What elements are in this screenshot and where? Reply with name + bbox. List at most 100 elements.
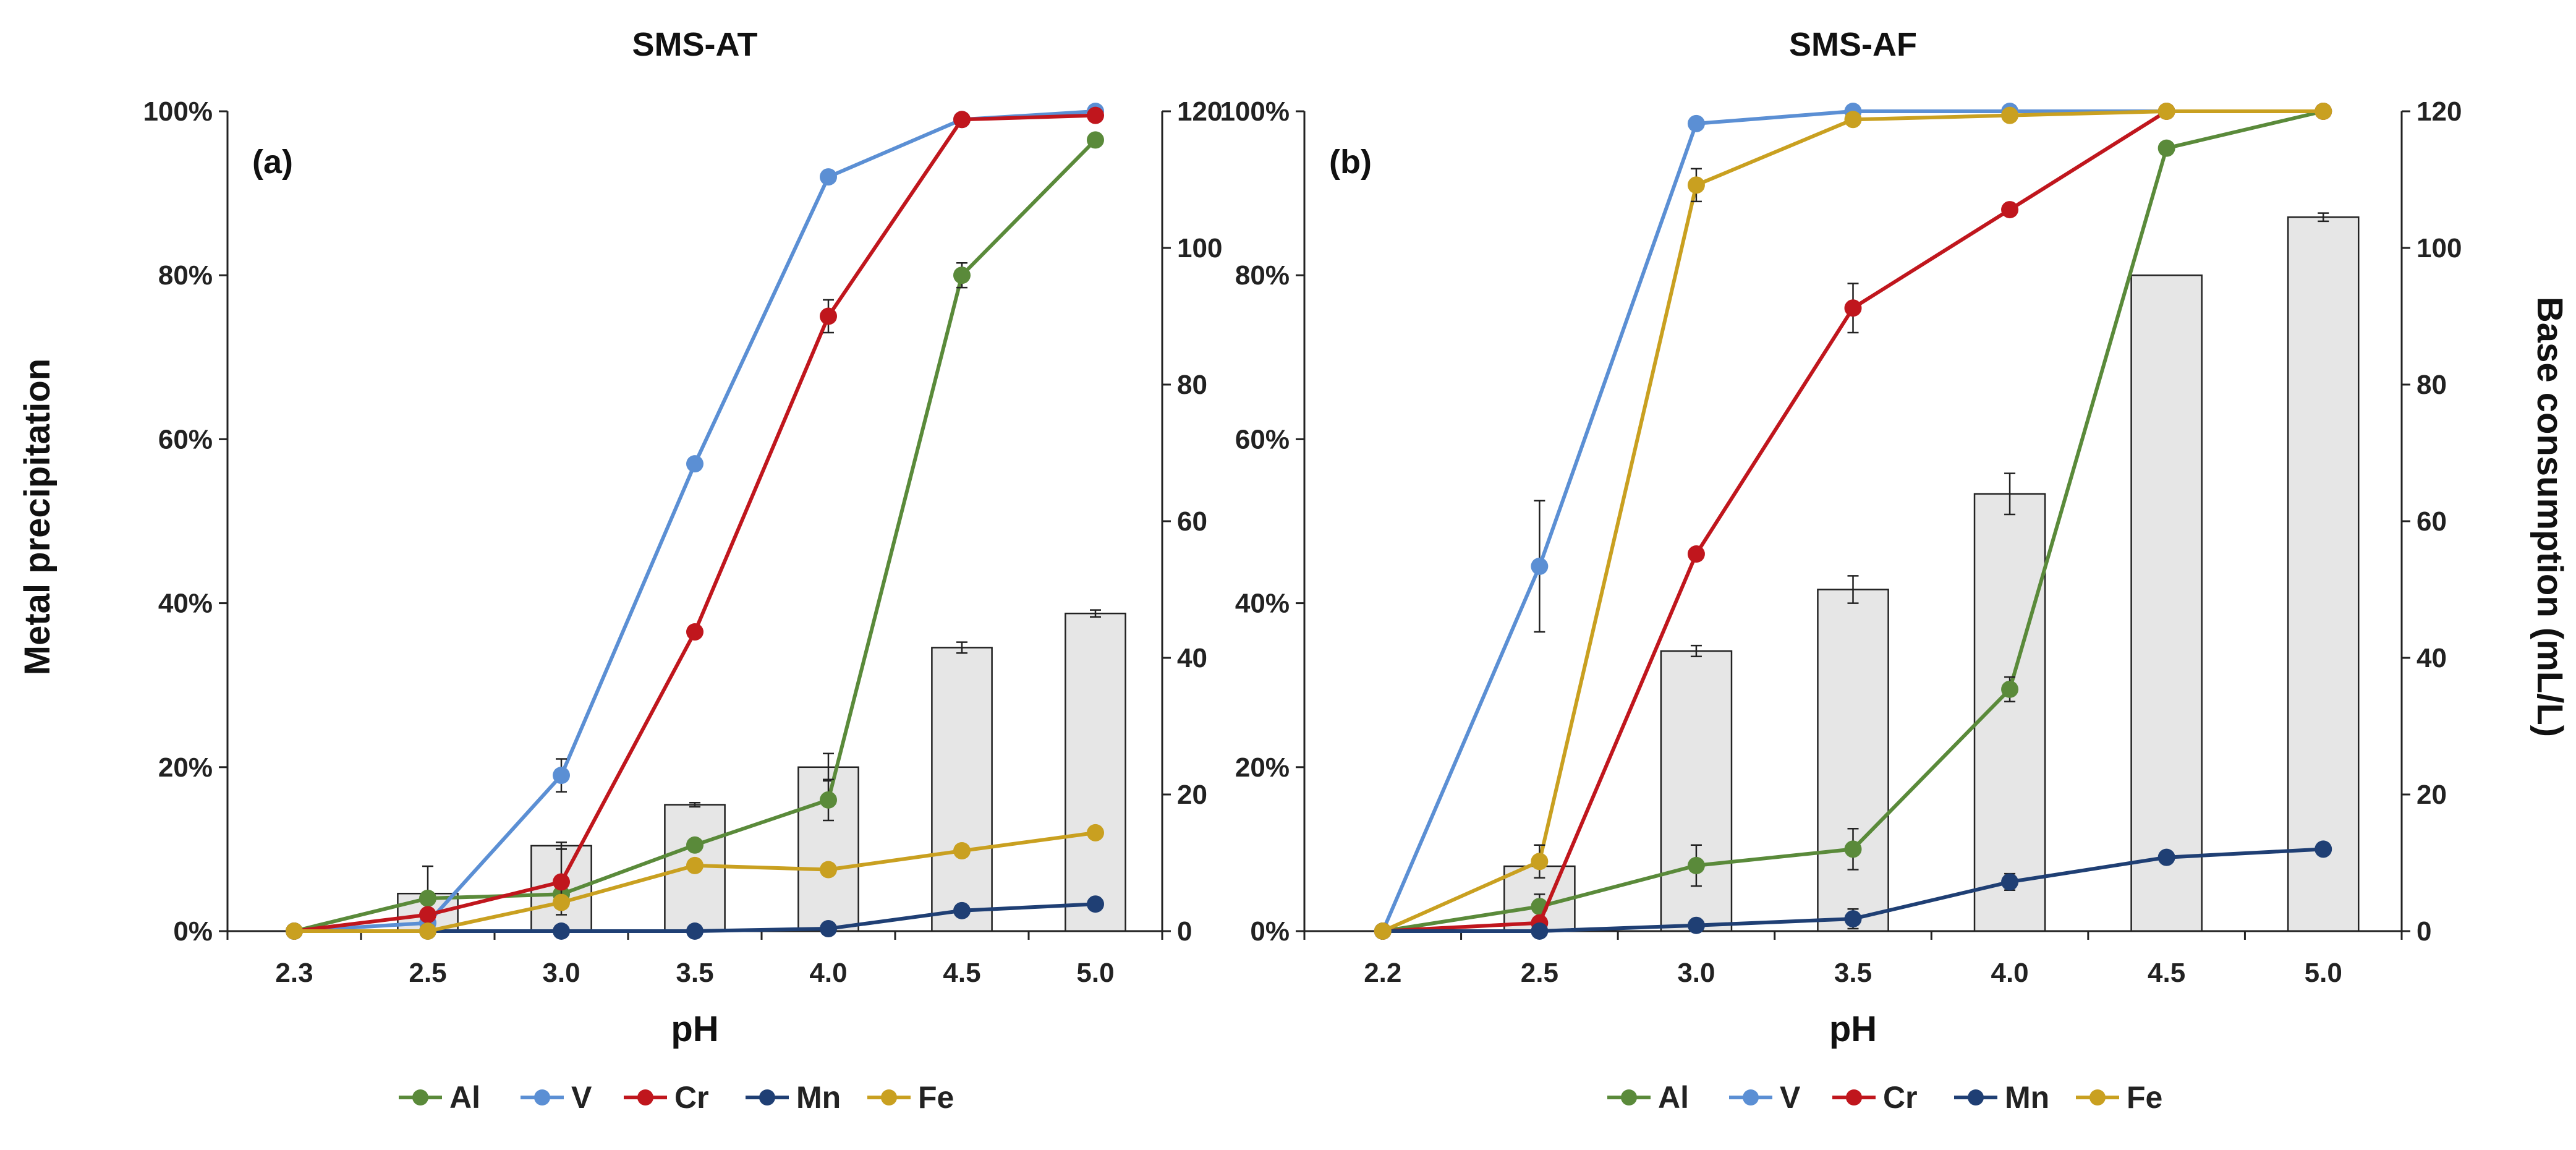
legend-marker	[637, 1089, 653, 1105]
legend: Al V Cr Mn Fe	[1607, 1080, 2162, 1115]
legend-label: Fe	[918, 1080, 954, 1115]
y-right-tick-label: 80	[1177, 370, 1207, 400]
chart-title: SMS-AT	[632, 26, 758, 63]
x-tick-label: 4.0	[809, 958, 847, 988]
y-right-tick-label: 40	[1177, 643, 1207, 673]
legend-item-al: Al	[1607, 1080, 1689, 1115]
y-left-label: Metal precipitation	[17, 359, 57, 675]
panel-label: (b)	[1329, 143, 1372, 181]
data-point	[1531, 557, 1549, 575]
data-point	[1687, 545, 1705, 563]
data-point	[1844, 299, 1862, 317]
legend-item-v: V	[521, 1080, 592, 1115]
legend-label: Mn	[796, 1080, 841, 1115]
legend-marker	[759, 1089, 775, 1105]
data-point	[2001, 680, 2019, 698]
y-right-tick-label: 20	[1177, 780, 1207, 810]
data-point	[2001, 873, 2019, 891]
bar-error	[2318, 212, 2329, 223]
bar	[1660, 650, 1733, 932]
legend-marker	[412, 1089, 428, 1105]
data-point	[953, 266, 971, 284]
x-tick-label: 4.5	[2148, 958, 2185, 988]
data-point	[553, 922, 570, 940]
data-point	[2315, 840, 2332, 858]
data-point	[286, 922, 303, 940]
data-point	[1531, 853, 1549, 871]
x-axis-label: pH	[671, 1009, 718, 1049]
x-tick-label: 4.5	[943, 958, 980, 988]
data-point	[2315, 103, 2332, 120]
legend-item-fe: Fe	[867, 1080, 954, 1115]
data-point	[686, 623, 704, 641]
y-left-tick-label: 40%	[1235, 589, 1290, 619]
data-point	[1844, 840, 1862, 858]
data-point	[820, 861, 837, 879]
data-point	[2001, 106, 2019, 124]
legend-label: Fe	[2127, 1080, 2162, 1115]
data-point	[1844, 910, 1862, 928]
legend-marker	[2089, 1089, 2106, 1105]
y-right-tick-label: 60	[2417, 506, 2447, 537]
series-fe	[1374, 103, 2332, 940]
data-point	[2157, 103, 2175, 120]
legend-marker	[1968, 1089, 1984, 1105]
data-point	[1087, 106, 1104, 124]
y-right-tick-label: 20	[2417, 780, 2447, 810]
data-point	[553, 767, 570, 785]
y-right-tick-label: 120	[1177, 96, 1222, 127]
y-left-tick-label: 0%	[173, 916, 213, 947]
data-point	[553, 893, 570, 911]
bar-error	[1690, 644, 1702, 658]
data-point	[820, 307, 837, 325]
data-point	[686, 836, 704, 854]
y-right-tick-label: 0	[1177, 916, 1192, 947]
y-left-tick-label: 0%	[1250, 916, 1290, 947]
legend-item-cr: Cr	[1832, 1080, 1918, 1115]
data-point	[1687, 176, 1705, 194]
legend-marker	[881, 1089, 897, 1105]
data-point	[1687, 114, 1705, 132]
data-point	[686, 922, 704, 940]
legend-marker	[1621, 1089, 1637, 1105]
legend-marker	[1743, 1089, 1759, 1105]
bar-error	[2004, 472, 2016, 516]
data-point	[1844, 111, 1862, 129]
data-point	[2001, 201, 2019, 219]
legend-marker	[534, 1089, 550, 1105]
bar	[931, 647, 993, 932]
x-tick-label: 3.5	[1834, 958, 1872, 988]
data-point	[1087, 824, 1104, 841]
y-right-tick-label: 80	[2417, 370, 2447, 400]
x-tick-label: 2.5	[409, 958, 446, 988]
bar-error	[689, 802, 700, 808]
x-tick-label: 5.0	[1076, 958, 1114, 988]
x-tick-label: 5.0	[2305, 958, 2342, 988]
y-right-tick-label: 100	[1177, 233, 1222, 263]
legend-label: V	[1780, 1080, 1801, 1115]
data-point	[686, 856, 704, 874]
chart-panel-1: SMS-AT (a) 0% 20% 40% 60% 80% 100% 0 20 40 60 80 100 1…	[143, 26, 1222, 1115]
x-tick-label: 2.5	[1521, 958, 1558, 988]
bar-error	[1090, 609, 1101, 618]
data-point	[1374, 922, 1392, 940]
legend-item-cr: Cr	[624, 1080, 709, 1115]
legend-label: Cr	[1883, 1080, 1918, 1115]
data-point	[1687, 916, 1705, 934]
data-point	[1531, 922, 1549, 940]
bar	[2130, 274, 2203, 932]
data-point	[1087, 895, 1104, 913]
legend-item-al: Al	[399, 1080, 480, 1115]
legend-label: Mn	[2005, 1080, 2049, 1115]
data-point	[553, 873, 570, 891]
bar	[1065, 612, 1126, 932]
y-right-tick-label: 120	[2417, 96, 2462, 127]
bar	[1817, 589, 1889, 932]
data-point	[686, 455, 704, 473]
y-left-tick-label: 100%	[1220, 96, 1290, 127]
y-right-tick-label: 0	[2417, 916, 2431, 947]
y-right-tick-label: 40	[2417, 643, 2447, 673]
x-tick-label: 2.2	[1364, 958, 1401, 988]
y-left-tick-label: 60%	[158, 424, 213, 454]
